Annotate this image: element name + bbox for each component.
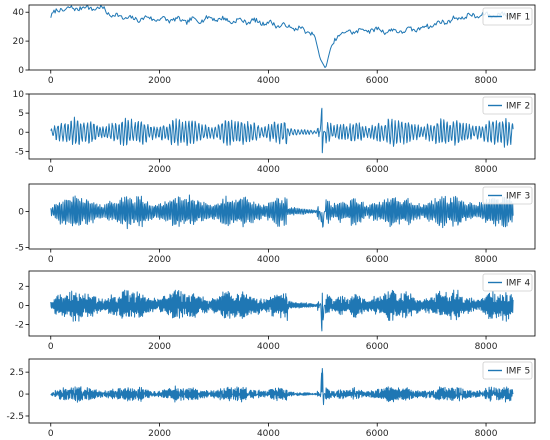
x-tick-label: 2000 — [148, 342, 171, 352]
x-tick-label: 4000 — [257, 255, 280, 265]
x-tick-label: 2000 — [148, 255, 171, 265]
x-tick-label: 4000 — [257, 429, 280, 439]
x-tick-label: 6000 — [366, 255, 389, 265]
legend-box — [482, 361, 533, 380]
axes-frame — [28, 4, 536, 71]
legend-label: IMF 2 — [506, 102, 530, 112]
imf-panel-3: 0 2000 4000 6000 8000 -5 0 IMF 3 — [15, 183, 536, 265]
x-tick-label: 0 — [48, 342, 54, 352]
imf-panel-4: 0 2000 4000 6000 8000 -2 0 2 IMF 4 — [15, 270, 536, 352]
y-tick-label: 0 — [18, 128, 24, 138]
imf-panel-1: 0 2000 4000 6000 8000 0 20 40 IMF 1 — [13, 4, 536, 86]
axes-frame — [28, 183, 536, 250]
x-tick-label: 0 — [48, 76, 54, 86]
x-tick-label: 2000 — [148, 429, 171, 439]
series-line-imf-5 — [50, 368, 514, 406]
x-tick-label: 2000 — [148, 165, 171, 175]
y-tick-label: -2.5 — [6, 412, 24, 422]
x-tick-label: 4000 — [257, 165, 280, 175]
y-tick-label: 40 — [13, 8, 25, 18]
y-tick-label: 0 — [18, 301, 24, 311]
legend-label: IMF 1 — [506, 13, 530, 23]
x-tick-label: 6000 — [366, 429, 389, 439]
legend: IMF 5 — [482, 361, 533, 380]
y-tick-label: 20 — [13, 37, 25, 47]
legend: IMF 2 — [482, 96, 533, 115]
x-tick-label: 4000 — [257, 76, 280, 86]
y-tick-label: 10 — [13, 90, 25, 100]
imf-panel-5: 0 2000 4000 6000 8000 -2.5 0 2.5 IMF 5 — [6, 358, 536, 439]
legend-box — [482, 96, 533, 115]
x-tick-label: 0 — [48, 165, 54, 175]
x-tick-label: 6000 — [366, 76, 389, 86]
y-tick-label: 5 — [18, 109, 24, 119]
y-tick-label: -5 — [15, 147, 24, 157]
x-tick-label: 8000 — [475, 165, 498, 175]
legend-label: IMF 5 — [506, 367, 530, 377]
legend-box — [482, 186, 533, 205]
x-tick-label: 2000 — [148, 76, 171, 86]
x-tick-label: 6000 — [366, 342, 389, 352]
x-tick-label: 0 — [48, 255, 54, 265]
legend: IMF 3 — [482, 186, 533, 205]
legend-box — [482, 7, 533, 26]
legend-box — [482, 273, 533, 292]
x-tick-label: 0 — [48, 429, 54, 439]
x-tick-label: 8000 — [475, 76, 498, 86]
series-line-imf-3 — [50, 194, 514, 230]
x-tick-label: 6000 — [366, 165, 389, 175]
legend-label: IMF 3 — [506, 192, 530, 202]
y-tick-label: 2.5 — [10, 368, 24, 378]
x-tick-label: 8000 — [475, 342, 498, 352]
y-tick-label: -5 — [15, 244, 24, 254]
legend: IMF 4 — [482, 273, 533, 292]
legend-label: IMF 4 — [506, 279, 530, 289]
y-tick-label: 0 — [18, 66, 24, 76]
x-tick-label: 8000 — [475, 255, 498, 265]
x-tick-label: 8000 — [475, 429, 498, 439]
series-line-imf-4 — [50, 289, 514, 332]
y-tick-label: 0 — [18, 207, 24, 217]
imf-panel-2: 0 2000 4000 6000 8000 -5 0 5 10 IMF 2 — [13, 90, 536, 175]
y-tick-label: -2 — [15, 321, 24, 331]
axes-frame — [28, 93, 536, 160]
y-tick-label: 2 — [18, 282, 24, 292]
axes-frame — [28, 358, 536, 424]
legend: IMF 1 — [482, 7, 533, 26]
series-line-imf-1 — [50, 4, 514, 68]
series-line-imf-2 — [50, 107, 514, 154]
x-tick-label: 4000 — [257, 342, 280, 352]
axes-frame — [28, 270, 536, 337]
y-tick-label: 0 — [18, 390, 24, 400]
